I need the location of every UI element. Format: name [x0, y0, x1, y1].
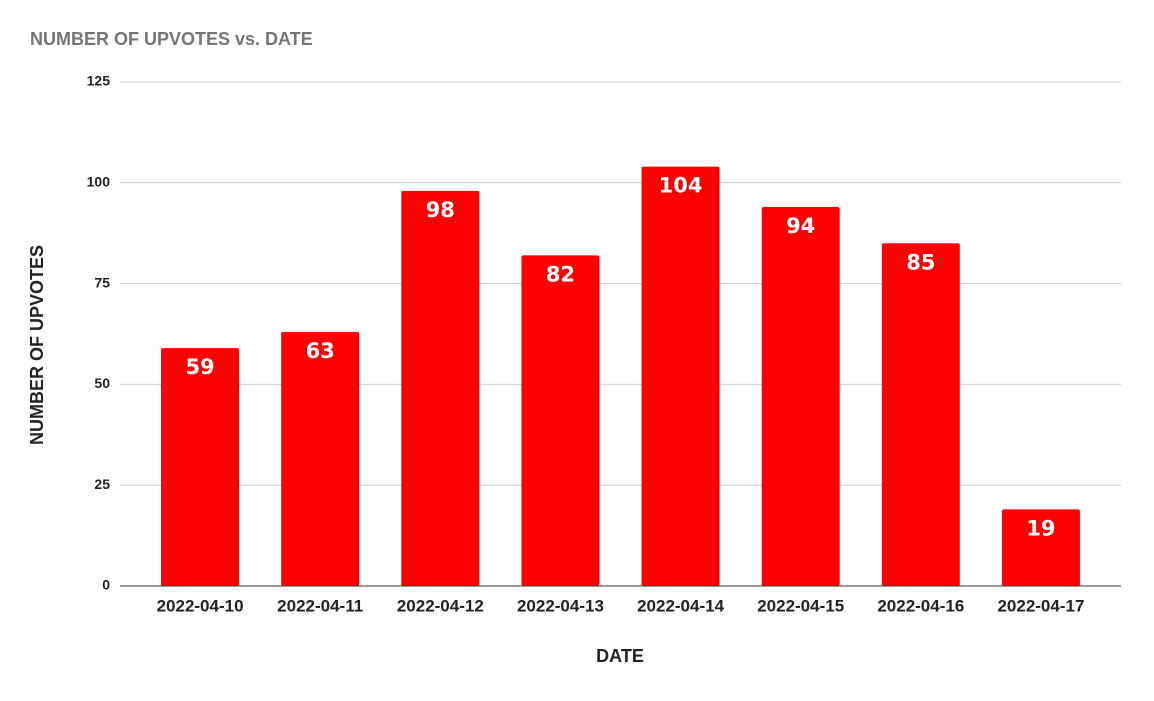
value-label: 98 — [426, 198, 455, 222]
y-tick-label: 0 — [102, 577, 110, 593]
value-label: 59 — [185, 355, 214, 379]
x-tick-label: 2022-04-10 — [157, 596, 244, 615]
bar — [641, 166, 720, 586]
bar — [521, 255, 600, 586]
bar — [1001, 509, 1080, 586]
chart-title: NUMBER OF UPVOTES vs. DATE — [30, 29, 313, 49]
x-tick-label: 2022-04-13 — [517, 596, 604, 615]
y-tick-label: 75 — [94, 274, 110, 290]
bar — [761, 206, 840, 586]
value-label: 104 — [659, 174, 703, 198]
x-tick-label: 2022-04-15 — [757, 596, 844, 615]
value-label: 85 — [906, 250, 935, 274]
x-tick-label: 2022-04-14 — [637, 596, 725, 615]
y-tick-label: 125 — [87, 73, 111, 89]
y-axis-label: NUMBER OF UPVOTES — [27, 245, 47, 445]
value-label: 19 — [1026, 516, 1055, 540]
x-axis-label: DATE — [596, 646, 644, 666]
x-tick-label: 2022-04-16 — [877, 596, 964, 615]
y-tick-label: 25 — [94, 476, 110, 492]
x-tick-label: 2022-04-11 — [277, 596, 363, 615]
bar — [401, 190, 480, 586]
bar — [161, 348, 240, 586]
value-label: 63 — [306, 339, 335, 363]
y-tick-label: 100 — [87, 174, 111, 190]
bar — [881, 243, 960, 586]
bar — [281, 331, 360, 586]
value-label: 94 — [786, 214, 815, 238]
y-tick-label: 50 — [94, 375, 110, 391]
value-label: 82 — [546, 262, 575, 286]
x-tick-label: 2022-04-17 — [997, 596, 1084, 615]
x-tick-label: 2022-04-12 — [397, 596, 484, 615]
